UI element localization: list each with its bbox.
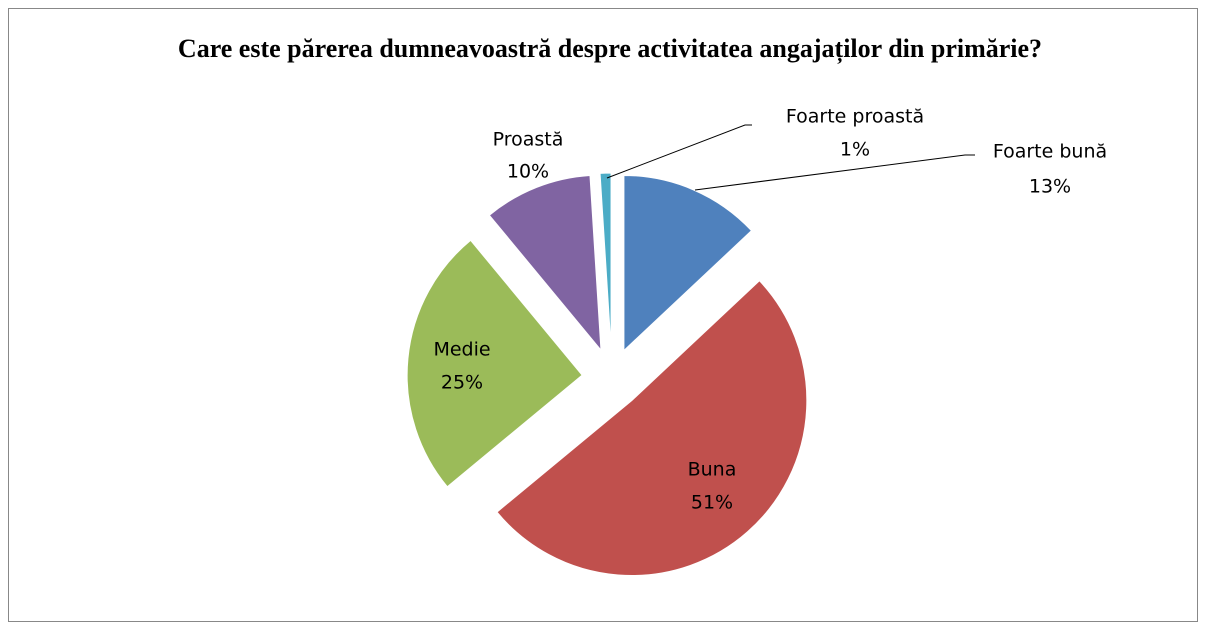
pie-slice (599, 172, 612, 349)
slice-label: Foarte bună (993, 141, 1107, 163)
slice-label: Proastă (493, 129, 564, 151)
slice-value-label: 25% (441, 372, 483, 394)
pie-slice (488, 174, 602, 352)
slice-label: Buna (688, 459, 737, 481)
pie-slice (496, 280, 808, 577)
pie-slice (623, 174, 753, 352)
chart-title: Care este părerea dumneavoastră despre a… (177, 34, 1043, 63)
slice-value-label: 10% (507, 161, 549, 183)
slice-label: Foarte proastă (786, 106, 924, 128)
slice-value-label: 13% (1029, 176, 1071, 198)
slice-label: Medie (433, 339, 490, 361)
pie-slice (406, 239, 583, 488)
leader-line (606, 124, 752, 179)
leader-line (694, 154, 975, 191)
chart-frame (8, 8, 1198, 622)
slice-value-label: 1% (840, 139, 870, 161)
slice-value-label: 51% (691, 492, 733, 514)
